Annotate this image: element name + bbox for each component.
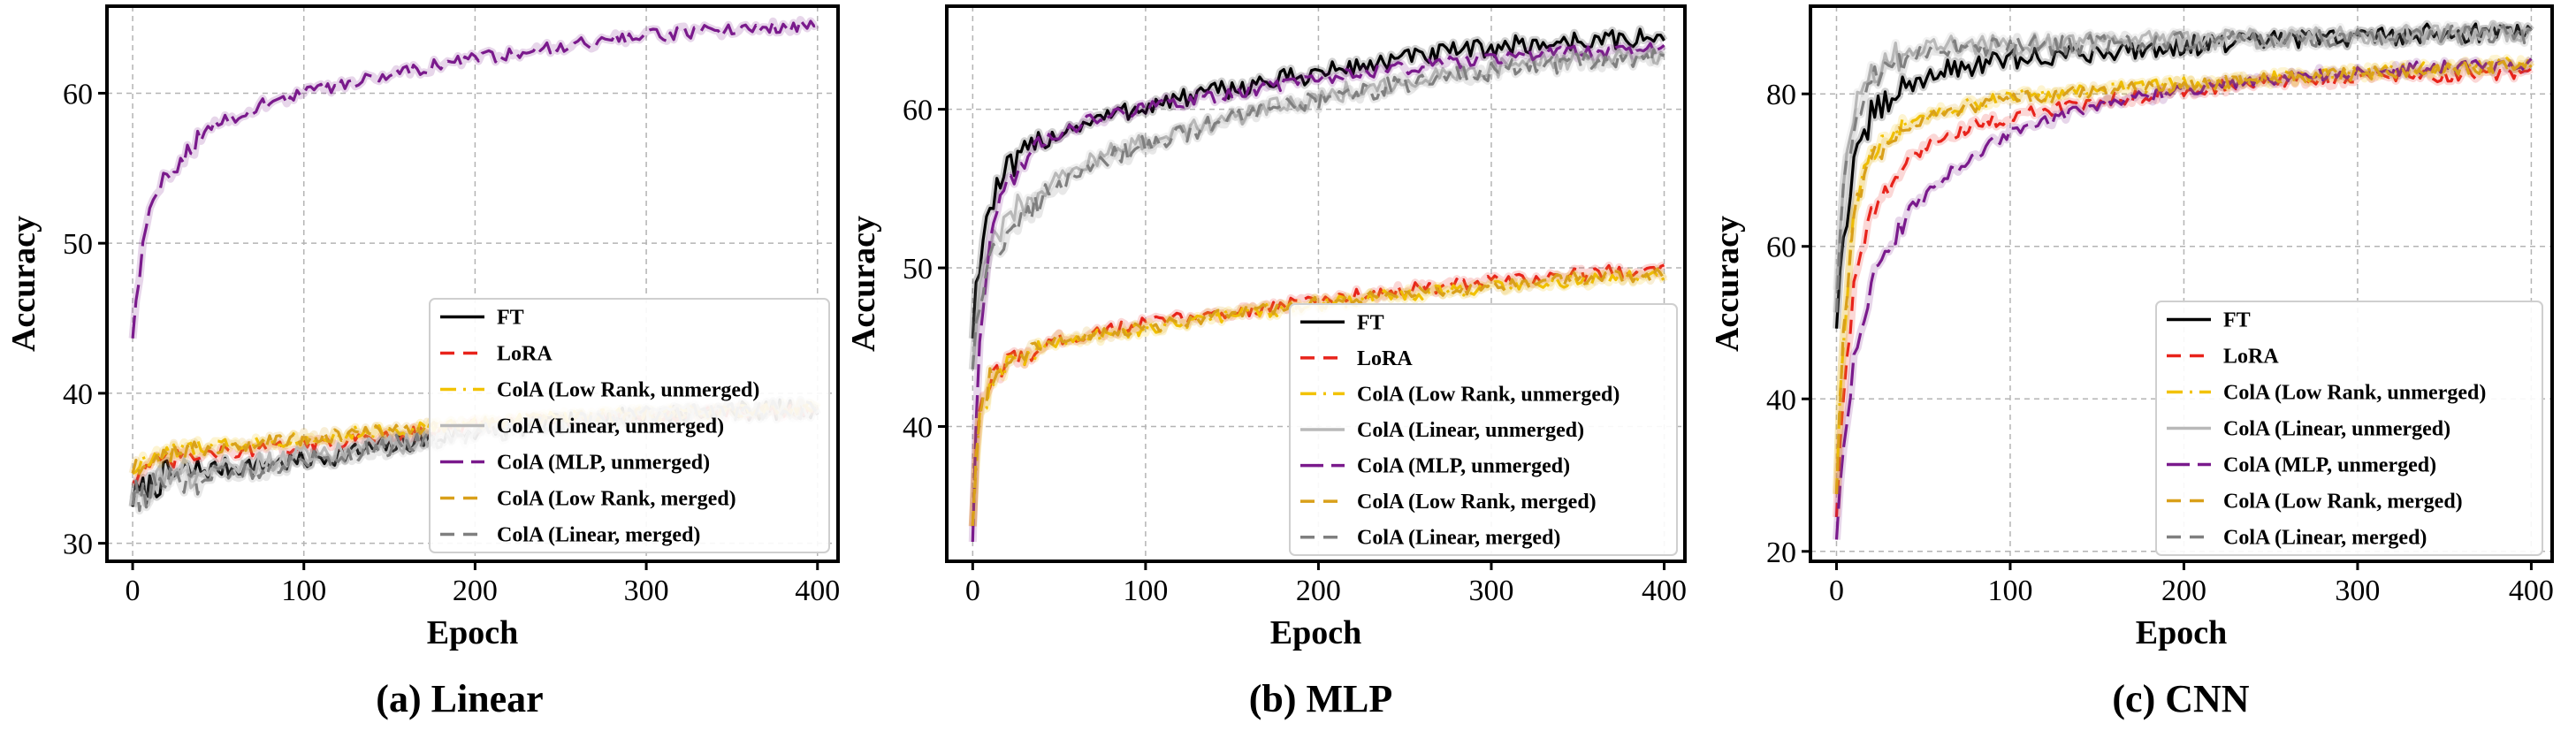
legend: FT LoRA ColA (Low Rank, unmerged) ColA (Lin… [2155, 301, 2543, 556]
y-tick-label: 20 [1766, 537, 1796, 569]
y-tick-label: 40 [903, 411, 933, 444]
x-tick-label: 300 [624, 575, 669, 607]
series-line-cola-linear-unmerged [1834, 22, 2533, 291]
legend-label-ft: FT [1357, 311, 1384, 334]
legend-box [1289, 303, 1678, 556]
x-axis-label: Epoch [1270, 614, 1361, 651]
chart-cnn: 0 100 200 300 400 20 40 60 80 Epoch Accuracy (c) CN… [1709, 4, 2554, 720]
x-tick-label: 0 [126, 575, 141, 607]
panel-cnn: 0 100 200 300 400 20 40 60 80 Epoch Accuracy (c) CN… [1709, 0, 2576, 731]
chart-caption: (b) MLP [1249, 677, 1393, 720]
x-tick-label: 200 [1296, 575, 1341, 607]
legend-label-cola-low-rank-unmerged: ColA (Low Rank, unmerged) [497, 379, 759, 402]
legend-label-cola-mlp-unmerged: ColA (MLP, unmerged) [2223, 454, 2436, 477]
plot-area [1833, 19, 2535, 540]
legend: FT LoRA ColA (Low Rank, unmerged) ColA (Lin… [429, 298, 830, 553]
legend-label-lora: LoRA [497, 343, 553, 366]
x-tick-label: 300 [1468, 575, 1513, 607]
legend-label-lora: LoRA [1357, 347, 1413, 370]
x-tick-label: 200 [453, 575, 498, 607]
x-tick-label: 400 [1642, 575, 1687, 607]
legend-label-cola-linear-merged: ColA (Linear, merged) [497, 524, 700, 547]
plot-frame [1809, 4, 2554, 563]
series-line-cola-mlp-unmerged [131, 18, 819, 339]
plot-frame [105, 4, 840, 563]
x-tick-label: 100 [281, 575, 326, 607]
legend-label-cola-low-rank-merged: ColA (Low Rank, merged) [2223, 491, 2463, 514]
y-axis-label: Accuracy [1709, 216, 1746, 352]
x-tick-label: 400 [795, 575, 840, 607]
x-tick-label: 0 [965, 575, 980, 607]
legend: FT LoRA ColA (Low Rank, unmerged) ColA (Lin… [1289, 303, 1678, 556]
y-tick-label: 60 [1766, 232, 1796, 264]
y-tick-label: 50 [63, 228, 93, 261]
legend-label-cola-linear-merged: ColA (Linear, merged) [2223, 527, 2427, 550]
legend-label-lora: LoRA [2223, 346, 2279, 369]
series-line-ft [971, 27, 1665, 339]
legend-label-ft: FT [2223, 309, 2251, 332]
legend-label-cola-linear-unmerged: ColA (Linear, unmerged) [1357, 419, 1584, 442]
series-line-cola-linear-merged [971, 48, 1665, 369]
chart-mlp: 0 100 200 300 400 40 50 60 Epoch Accuracy (b) MLP F… [845, 4, 1687, 720]
y-tick-label: 30 [63, 529, 93, 561]
legend-label-cola-low-rank-merged: ColA (Low Rank, merged) [1357, 491, 1597, 514]
series-line-lora [971, 263, 1665, 527]
legend-label-cola-low-rank-unmerged: ColA (Low Rank, unmerged) [1357, 383, 1620, 406]
chart-linear: 0 100 200 300 400 30 40 50 60 Epoch Accuracy (a) Li… [5, 4, 840, 720]
legend-label-cola-mlp-unmerged: ColA (MLP, unmerged) [1357, 455, 1570, 478]
series-line-lora [1834, 66, 2533, 518]
legend-label-cola-linear-unmerged: ColA (Linear, unmerged) [497, 415, 724, 438]
x-tick-label: 300 [2335, 575, 2380, 607]
legend-label-cola-low-rank-unmerged: ColA (Low Rank, unmerged) [2223, 382, 2486, 405]
y-tick-label: 40 [63, 378, 93, 411]
x-tick-label: 0 [1829, 575, 1844, 607]
y-tick-label: 40 [1766, 384, 1796, 416]
chart-caption: (c) CNN [2112, 677, 2249, 720]
series-line-ft [1834, 22, 2533, 329]
x-tick-label: 100 [1123, 575, 1168, 607]
panel-linear: 0 100 200 300 400 30 40 50 60 Epoch Accuracy (a) Li… [0, 0, 858, 731]
legend-label-cola-low-rank-merged: ColA (Low Rank, merged) [497, 488, 736, 511]
x-tick-label: 400 [2509, 575, 2554, 607]
y-tick-label: 80 [1766, 79, 1796, 111]
y-tick-label: 60 [903, 95, 933, 127]
legend-label-cola-linear-merged: ColA (Linear, merged) [1357, 527, 1560, 550]
series-line-cola-linear-merged [1834, 24, 2532, 313]
y-axis-label: Accuracy [5, 216, 42, 352]
legend-box [2155, 301, 2543, 556]
x-tick-label: 100 [1987, 575, 2032, 607]
legend-label-cola-mlp-unmerged: ColA (MLP, unmerged) [497, 452, 710, 475]
series-line-cola-low-rank-merged [1834, 59, 2533, 494]
y-axis-label: Accuracy [845, 216, 882, 352]
panel-mlp: 0 100 200 300 400 40 50 60 Epoch Accuracy (b) MLP F… [845, 0, 1717, 731]
x-axis-label: Epoch [427, 614, 518, 651]
x-axis-label: Epoch [2136, 614, 2227, 651]
series-line-cola-mlp-unmerged [1834, 57, 2533, 540]
chart-caption: (a) Linear [376, 677, 543, 720]
y-tick-label: 50 [903, 253, 933, 286]
legend-label-ft: FT [497, 307, 524, 330]
x-tick-label: 200 [2161, 575, 2206, 607]
legend-label-cola-linear-unmerged: ColA (Linear, unmerged) [2223, 418, 2450, 441]
legend-box [429, 298, 830, 553]
y-tick-label: 60 [63, 78, 93, 110]
plot-frame [945, 4, 1687, 563]
series-line-cola-mlp-unmerged [971, 42, 1665, 543]
